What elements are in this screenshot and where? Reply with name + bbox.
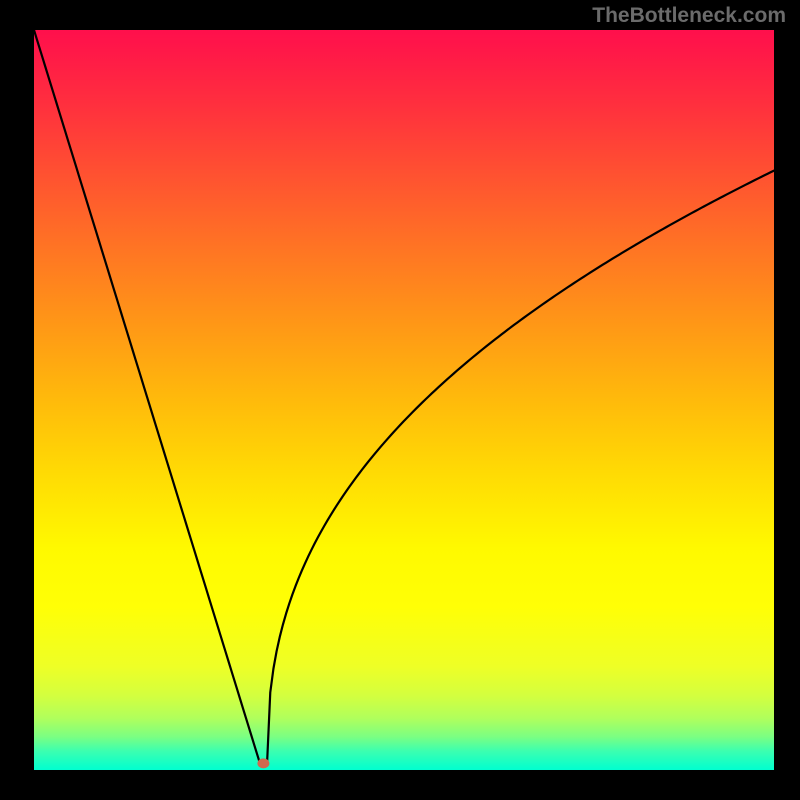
chart-frame: TheBottleneck.com (0, 0, 800, 800)
plot-background (34, 30, 774, 770)
plot-area (34, 30, 774, 770)
minimum-marker (257, 758, 269, 768)
plot-svg (34, 30, 774, 770)
watermark-text: TheBottleneck.com (592, 4, 786, 28)
